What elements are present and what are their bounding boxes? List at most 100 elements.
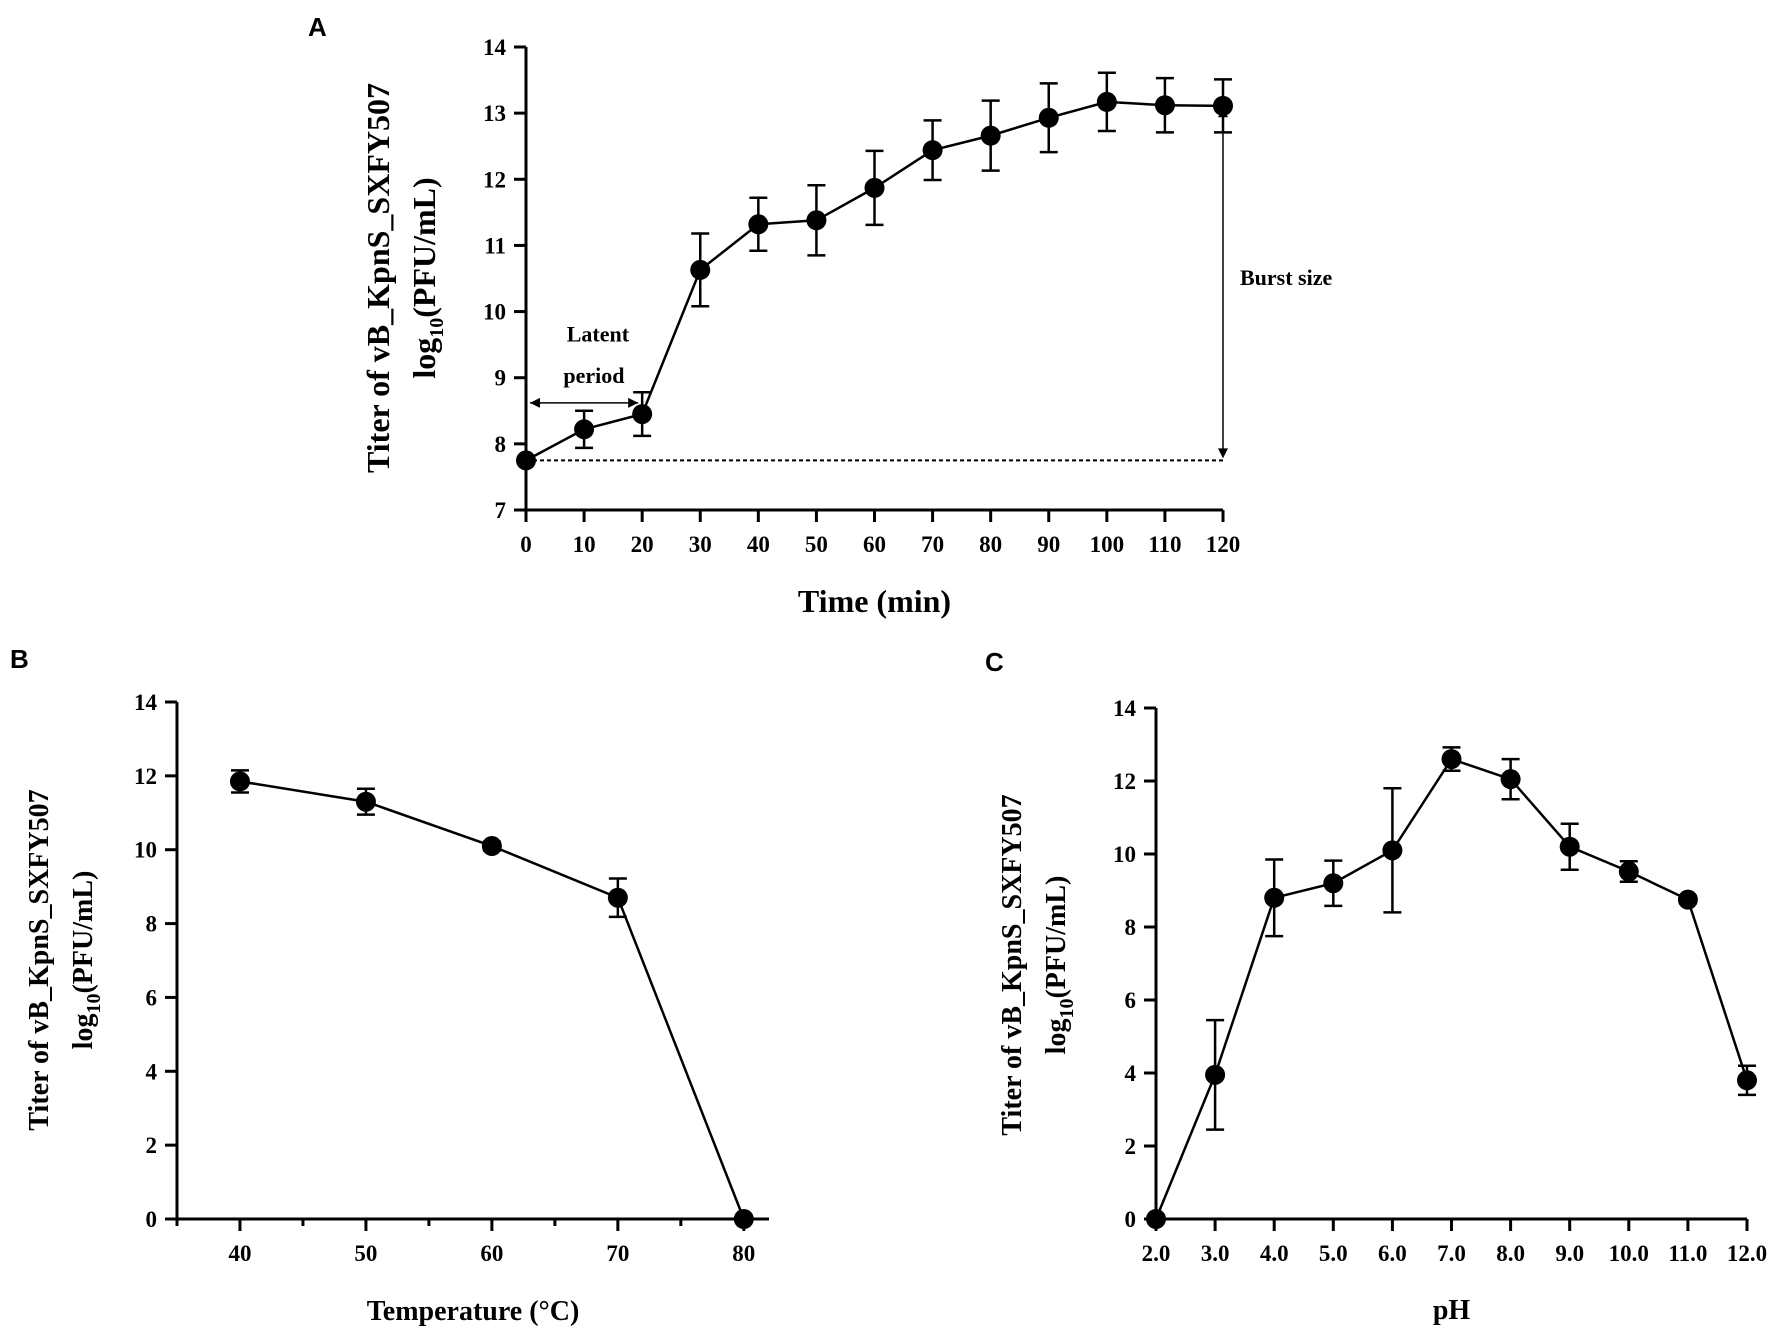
x-tick-label: 70 xyxy=(606,1241,629,1266)
y-tick-label: 6 xyxy=(1125,988,1137,1013)
y-label-units: (PFU/mL) xyxy=(68,871,99,994)
latent-arrowhead-left xyxy=(530,397,540,408)
data-point xyxy=(1264,887,1285,908)
x-tick-label: 50 xyxy=(354,1241,377,1266)
y-tick-label: 12 xyxy=(134,764,157,789)
y-tick-label: 0 xyxy=(146,1207,158,1232)
data-point xyxy=(1441,749,1462,770)
latent-label-line1: Latent xyxy=(567,321,630,346)
y-tick-label: 0 xyxy=(1125,1207,1137,1232)
y-tick-label: 6 xyxy=(146,985,158,1010)
burst-size-label: Burst size xyxy=(1240,265,1333,290)
y-axis-label-line1: Titer of vB_KpnS_SXFY507 xyxy=(997,794,1028,1135)
x-tick-label: 30 xyxy=(689,532,712,557)
panel-letter: C xyxy=(985,647,1004,677)
x-tick-label: 100 xyxy=(1090,532,1125,557)
y-axis-label-line2: log10(PFU/mL) xyxy=(1041,876,1078,1055)
y-tick-label: 10 xyxy=(483,300,506,325)
data-point xyxy=(733,1209,754,1229)
data-point xyxy=(1096,91,1117,112)
y-tick-label: 14 xyxy=(1113,696,1137,721)
data-point xyxy=(1500,769,1521,790)
data-point xyxy=(1205,1064,1226,1085)
x-tick-label: 110 xyxy=(1148,532,1181,557)
y-axis-label-line1: Titer of vB_KpnS_SXFY507 xyxy=(24,789,55,1130)
series-line xyxy=(1154,757,1749,1220)
y-tick-label: 14 xyxy=(134,690,158,715)
data-point xyxy=(864,177,885,198)
data-point xyxy=(632,404,653,425)
y-axis-label-line1: Titer of vB_KpnS_SXFY507 xyxy=(360,83,396,473)
x-tick-label: 8.0 xyxy=(1496,1241,1525,1266)
y-tick-label: 13 xyxy=(483,101,506,126)
y-label-units: (PFU/mL) xyxy=(406,177,442,317)
panel-letter: B xyxy=(10,644,29,674)
data-point xyxy=(574,419,595,440)
y-label-log: log xyxy=(68,1014,99,1050)
x-tick-label: 7.0 xyxy=(1437,1241,1466,1266)
y-axis-label: Titer of vB_KpnS_SXFY507 log10(PFU/mL) xyxy=(24,789,105,1130)
y-tick-label: 8 xyxy=(495,432,507,457)
panel-c: C 0 2 4 6 8 10 12 14 2.0 3.0 4.0 5.0 6.0 7.0 8.0 9.0 10.0… xyxy=(985,647,1767,1326)
y-tick-label: 8 xyxy=(1125,915,1137,940)
y-tick-label: 2 xyxy=(1125,1134,1137,1159)
x-tick-label: 5.0 xyxy=(1319,1241,1348,1266)
data-point xyxy=(1146,1209,1166,1229)
y-tick-label: 4 xyxy=(146,1059,158,1084)
x-tick-label: 10.0 xyxy=(1609,1241,1649,1266)
y-axis-label-line2: log10(PFU/mL) xyxy=(68,871,105,1050)
x-tick-label: 11.0 xyxy=(1668,1241,1707,1266)
x-tick-label: 9.0 xyxy=(1555,1241,1584,1266)
latent-arrowhead-right xyxy=(628,397,639,408)
y-axis-label: Titer of vB_KpnS_SXFY507 log10(PFU/mL) xyxy=(360,83,448,473)
x-tick-label: 80 xyxy=(979,532,1002,557)
y-tick-label: 14 xyxy=(483,35,507,60)
data-point xyxy=(1737,1070,1757,1091)
x-tick-label: 20 xyxy=(631,532,654,557)
y-tick-label: 10 xyxy=(134,838,157,863)
y-label-log: log xyxy=(1041,1019,1072,1055)
y-tick-label: 7 xyxy=(495,498,507,523)
data-point xyxy=(1677,889,1698,910)
data-point xyxy=(690,259,711,280)
x-tick-label: 40 xyxy=(747,532,770,557)
data-point xyxy=(607,887,628,908)
data-point xyxy=(1038,107,1059,128)
data-point xyxy=(980,125,1001,146)
y-tick-label: 2 xyxy=(146,1133,158,1158)
x-tick-label: 3.0 xyxy=(1201,1241,1230,1266)
x-tick-label: 90 xyxy=(1037,532,1060,557)
y-tick-label: 11 xyxy=(484,233,506,258)
x-tick-label: 40 xyxy=(228,1241,251,1266)
y-label-log: log xyxy=(406,338,442,379)
latent-label-line2: period xyxy=(563,363,624,388)
x-axis-label: Time (min) xyxy=(798,583,951,619)
x-tick-label: 70 xyxy=(921,532,944,557)
panel-a: A 7 8 9 10 11 12 13 14 0 10 20 30 40 50 60 70 80 90 100 110 1… xyxy=(308,12,1333,619)
panel-letter: A xyxy=(308,12,327,42)
y-label-subscript: 10 xyxy=(426,318,448,338)
data-point xyxy=(1382,840,1403,861)
y-tick-label: 8 xyxy=(146,912,158,937)
x-tick-label: 50 xyxy=(805,532,828,557)
y-axis-label-line2: log10(PFU/mL) xyxy=(406,177,448,378)
data-point xyxy=(516,450,536,471)
y-tick-label: 4 xyxy=(1125,1061,1137,1086)
x-tick-label: 60 xyxy=(480,1241,503,1266)
y-tick-label: 12 xyxy=(483,167,506,192)
x-tick-label: 0 xyxy=(520,532,532,557)
data-point xyxy=(1323,873,1344,894)
data-point xyxy=(748,214,769,235)
x-tick-label: 10 xyxy=(573,532,596,557)
panel-b: B 0 2 4 6 8 10 12 14 40 50 60 70 80 Temperature (°C) Ti… xyxy=(10,644,769,1327)
x-tick-label: 2.0 xyxy=(1142,1241,1171,1266)
data-point xyxy=(1213,95,1233,116)
y-label-subscript: 10 xyxy=(1056,999,1078,1019)
data-point xyxy=(481,836,502,857)
y-label-subscript: 10 xyxy=(83,994,105,1014)
x-tick-label: 4.0 xyxy=(1260,1241,1289,1266)
y-tick-label: 10 xyxy=(1113,842,1136,867)
x-tick-label: 80 xyxy=(732,1241,755,1266)
y-tick-label: 12 xyxy=(1113,769,1136,794)
